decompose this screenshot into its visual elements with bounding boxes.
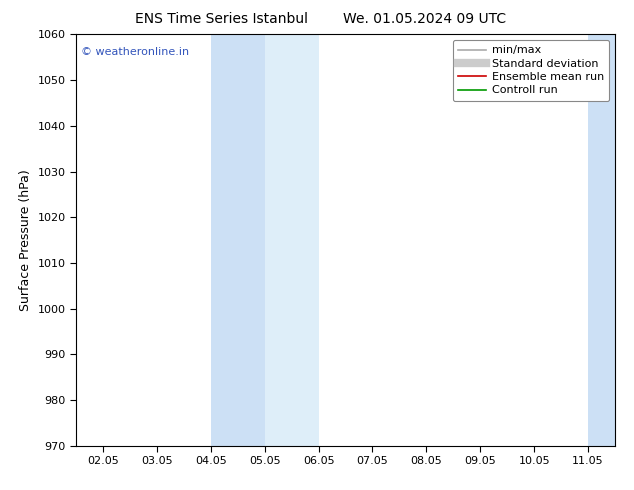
Y-axis label: Surface Pressure (hPa): Surface Pressure (hPa) xyxy=(19,169,32,311)
Text: © weatheronline.in: © weatheronline.in xyxy=(81,47,190,57)
Text: ENS Time Series Istanbul: ENS Time Series Istanbul xyxy=(136,12,308,26)
Bar xyxy=(210,34,265,446)
Legend: min/max, Standard deviation, Ensemble mean run, Controll run: min/max, Standard deviation, Ensemble me… xyxy=(453,40,609,101)
Text: We. 01.05.2024 09 UTC: We. 01.05.2024 09 UTC xyxy=(343,12,507,26)
Bar xyxy=(615,34,634,446)
Bar xyxy=(265,34,319,446)
Bar xyxy=(588,34,615,446)
